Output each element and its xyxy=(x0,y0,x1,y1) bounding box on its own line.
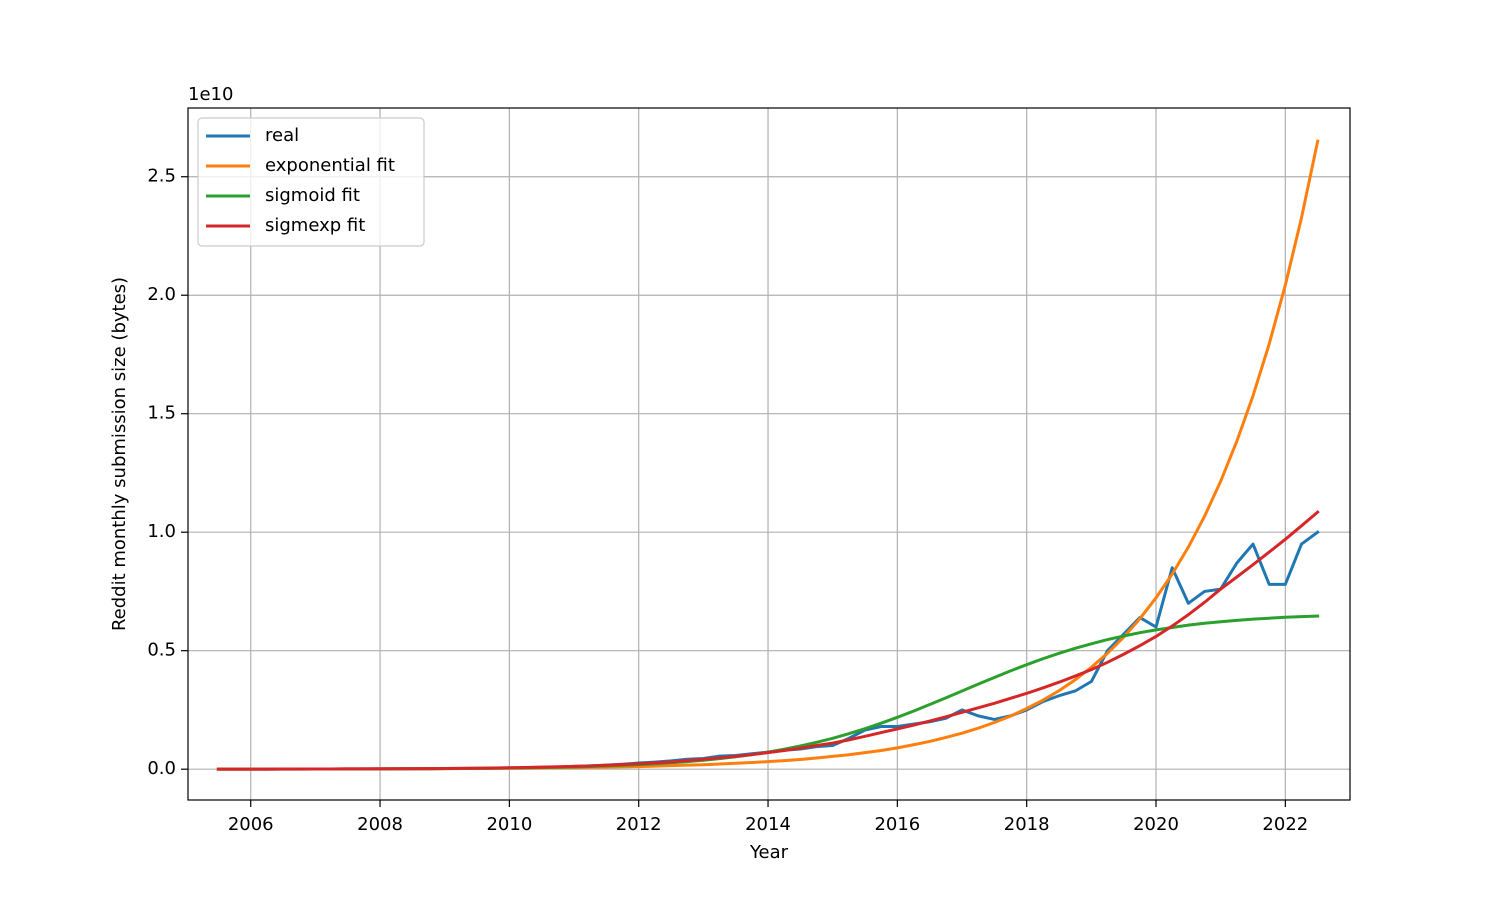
y-axis-label: Reddit monthly submission size (bytes) xyxy=(109,277,130,631)
legend-label: sigmoid fit xyxy=(265,185,360,206)
x-tick-label: 2006 xyxy=(228,814,274,835)
legend-box xyxy=(197,117,425,247)
x-tick-label: 2020 xyxy=(1133,814,1179,835)
legend: real exponential fit sigmoid fit sigmexp fi… xyxy=(197,117,425,247)
legend-label: real xyxy=(265,125,299,146)
y-tick-label: 0.0 xyxy=(147,758,176,779)
y-offset-label: 1e10 xyxy=(188,84,233,105)
x-tick-label: 2008 xyxy=(357,814,403,835)
plot-frame xyxy=(187,107,1351,801)
legend-label: sigmexp fit xyxy=(265,215,365,236)
x-tick-label: 2010 xyxy=(486,814,532,835)
y-tick-label: 1.5 xyxy=(147,403,176,424)
x-tick-label: 2012 xyxy=(616,814,662,835)
x-tick-label: 2016 xyxy=(874,814,920,835)
y-tick-label: 1.0 xyxy=(147,521,176,542)
y-tick-label: 2.0 xyxy=(147,284,176,305)
grid xyxy=(188,108,1350,800)
x-axis-label: Year xyxy=(749,842,789,863)
series-line xyxy=(216,509,1320,771)
x-tick-label: 2014 xyxy=(745,814,791,835)
x-tick-label: 2018 xyxy=(1004,814,1050,835)
x-tick-label: 2022 xyxy=(1262,814,1308,835)
plot-lines xyxy=(216,139,1320,771)
y-tick-label: 2.5 xyxy=(147,166,176,187)
y-tick-label: 0.5 xyxy=(147,640,176,661)
ticks: 2006 2008 2010 2012 2014 2016 2018 2020 2022 0.0 0… xyxy=(147,166,1308,835)
legend-label: exponential fit xyxy=(265,155,395,176)
